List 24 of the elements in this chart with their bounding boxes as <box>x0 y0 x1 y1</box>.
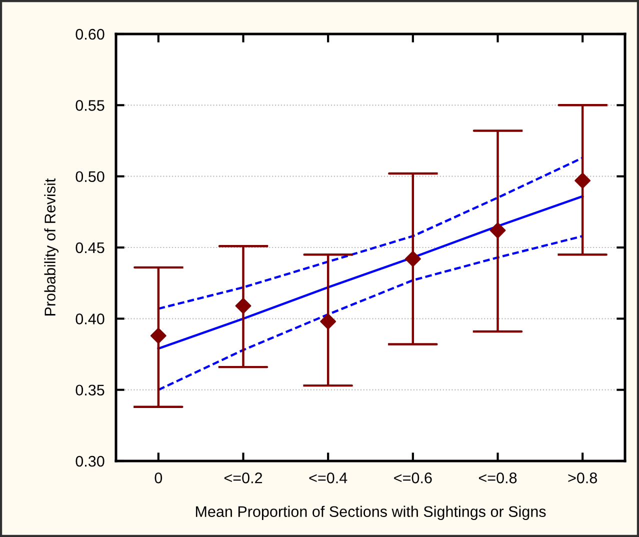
y-tick-label: 0.55 <box>76 100 104 111</box>
x-axis-title: Mean Proportion of Sections with Sightings or Signs <box>196 506 546 520</box>
y-tick-label: 0.45 <box>76 242 104 254</box>
point <box>150 328 166 344</box>
point <box>574 172 591 189</box>
y-axis-title: Probability of Revisit <box>44 178 58 316</box>
y-tick-label: 0.35 <box>76 384 104 396</box>
line-series <box>157 195 584 350</box>
y-tick-label: 0.50 <box>76 171 104 182</box>
y-tick-label: 0.40 <box>76 314 104 324</box>
x-tick-label: <=0.4 <box>309 472 348 484</box>
x-tick-label: <=0.6 <box>394 472 432 484</box>
point <box>235 298 252 314</box>
line-series <box>157 235 584 391</box>
line-series <box>157 156 584 310</box>
x-tick-label: <=0.8 <box>478 472 517 484</box>
y-tick-label: 0.60 <box>76 28 104 40</box>
x-tick-label: 0 <box>154 472 162 484</box>
x-tick-label: <=0.2 <box>224 472 262 484</box>
y-tick-label: 0.30 <box>76 456 104 467</box>
point <box>404 250 421 267</box>
point <box>320 314 336 330</box>
x-tick-label: >0.8 <box>568 472 597 484</box>
point <box>490 222 506 238</box>
